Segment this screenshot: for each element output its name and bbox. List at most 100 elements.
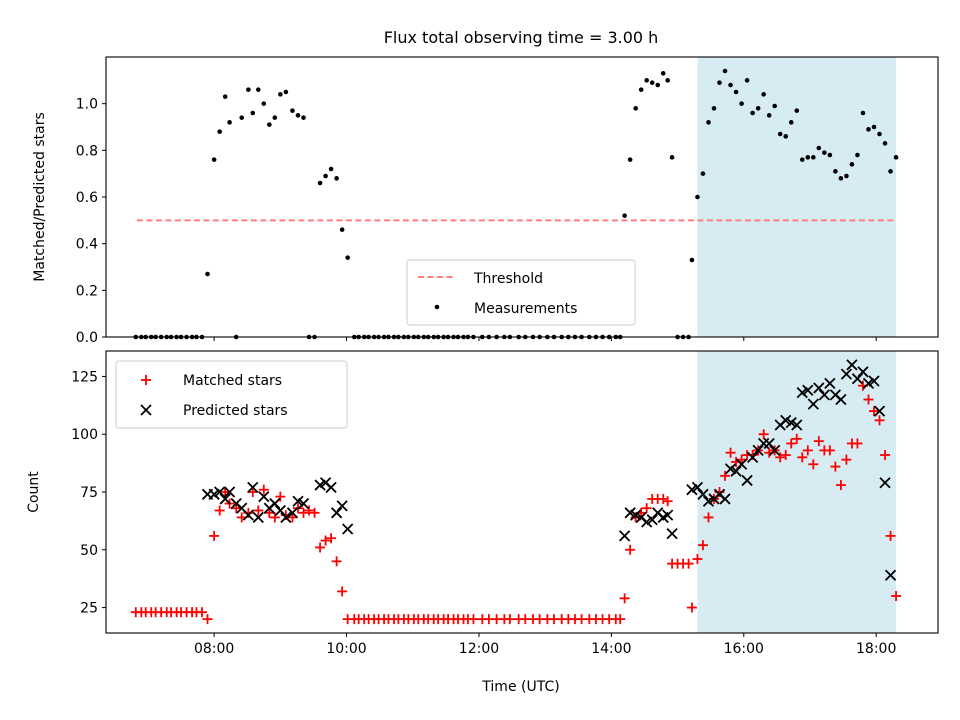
measurement-point — [689, 257, 695, 263]
legend-predicted-label: Predicted stars — [183, 403, 288, 419]
bottom-axes-frame — [105, 350, 939, 634]
predicted-star-point — [851, 373, 864, 385]
x-tick-label: 12:00 — [459, 641, 499, 657]
measurement-point — [777, 131, 783, 137]
matched-star-point — [658, 493, 669, 504]
matched-star-point — [247, 487, 258, 497]
matched-star-point — [874, 415, 885, 426]
measurement-point — [278, 92, 283, 97]
measurement-point — [838, 176, 844, 181]
predicted-star-point — [824, 377, 836, 389]
predicted-star-point — [325, 481, 337, 494]
predicted-star-point — [286, 507, 299, 519]
measurement-point — [217, 129, 222, 134]
matched-star-point — [880, 450, 891, 461]
bottom-y-axis-label: Count — [26, 471, 42, 513]
predicted-star-point — [223, 486, 236, 498]
measurement-point — [728, 82, 733, 88]
legend-matched-label: Matched stars — [183, 373, 282, 389]
measurement-point — [871, 124, 877, 130]
measurement-point — [750, 110, 755, 116]
legend-x-marker — [140, 404, 152, 416]
x-tick-label: 10:00 — [326, 641, 366, 657]
matched-star-point — [835, 480, 846, 491]
measurement-point — [717, 80, 722, 85]
measurement-point — [627, 157, 633, 162]
predicted-star-point — [274, 504, 286, 517]
matched-star-point — [214, 505, 225, 516]
measurement-point — [665, 78, 670, 83]
predicted-star-point — [697, 488, 709, 500]
measurement-point — [250, 110, 256, 116]
matched-star-point — [813, 436, 824, 447]
predicted-star-point — [846, 359, 858, 371]
measurement-point — [882, 141, 888, 146]
predicted-star-point — [258, 490, 270, 503]
measurement-point — [877, 131, 882, 137]
matched-star-point — [808, 459, 819, 470]
predicted-star-point — [269, 497, 281, 510]
predicted-star-point — [735, 458, 748, 470]
measurement-point — [222, 94, 228, 99]
matched-star-point — [891, 591, 902, 602]
measurement-point — [246, 87, 251, 92]
predicted-star-point — [769, 444, 781, 457]
legend-matched-swatch — [141, 375, 151, 385]
measurement-point — [295, 113, 301, 118]
matched-star-point — [662, 496, 673, 507]
measurement-point — [733, 89, 739, 95]
measurement-point — [301, 115, 306, 120]
measurement-point — [794, 108, 800, 113]
predicted-star-point — [691, 481, 704, 494]
matched-star-point — [697, 540, 708, 551]
predicted-star-point — [730, 465, 742, 477]
measurement-point — [211, 157, 217, 162]
bottom-y-tick-label: 50 — [80, 543, 98, 559]
x-tick-label: 14:00 — [591, 641, 631, 657]
predicted-star-point — [336, 500, 348, 512]
top-y-tick-label: 0.0 — [76, 330, 98, 346]
top-y-axis-label: Matched/Predicted stars — [32, 112, 48, 282]
matched-star-point — [802, 445, 813, 456]
top-legend-box — [406, 259, 636, 326]
predicted-star-point — [666, 527, 678, 540]
matched-star-point — [615, 614, 626, 625]
measurement-point — [255, 87, 261, 92]
predicted-star-point — [813, 382, 825, 394]
matched-star-point — [625, 544, 636, 555]
measurement-point — [855, 152, 860, 158]
predicted-star-point — [807, 398, 819, 410]
matched-star-point — [315, 542, 326, 553]
x-axis-label: Time (UTC) — [481, 679, 559, 695]
bottom-legend-box — [115, 360, 348, 429]
legend-predicted-swatch — [140, 404, 152, 416]
measurement-point — [649, 80, 655, 85]
matched-star-point — [197, 607, 207, 618]
predicted-star-point — [746, 451, 759, 463]
matched-star-point — [293, 503, 303, 514]
chart-title: Flux total observing time = 3.00 h — [384, 28, 659, 47]
matched-star-point — [304, 505, 315, 516]
measurement-point — [334, 176, 339, 181]
top-panel: 0.0 0.2 0.4 0.6 0.8 1.0 Matched/Predicted sta… — [32, 56, 939, 346]
measurement-point — [227, 120, 232, 125]
top-y-tick-label: 0.2 — [76, 283, 98, 299]
measurement-point — [655, 82, 661, 88]
matched-star-point — [287, 512, 298, 523]
matched-star-point — [202, 614, 213, 625]
bottom-observing-window-shade — [697, 351, 897, 633]
predicted-star-point — [802, 384, 814, 396]
measurement-point — [833, 169, 838, 174]
matched-star-point — [791, 433, 802, 444]
measurement-point — [772, 103, 777, 109]
matched-star-point — [269, 512, 280, 523]
bottom-y-tick-label: 125 — [71, 369, 98, 385]
matched-star-point — [275, 491, 286, 502]
measurement-point — [783, 134, 789, 139]
predicted-star-point — [741, 474, 753, 487]
matched-star-point — [337, 586, 348, 597]
measurement-point — [827, 152, 833, 158]
predicted-star-point — [662, 509, 674, 521]
matched-star-point — [686, 602, 697, 613]
